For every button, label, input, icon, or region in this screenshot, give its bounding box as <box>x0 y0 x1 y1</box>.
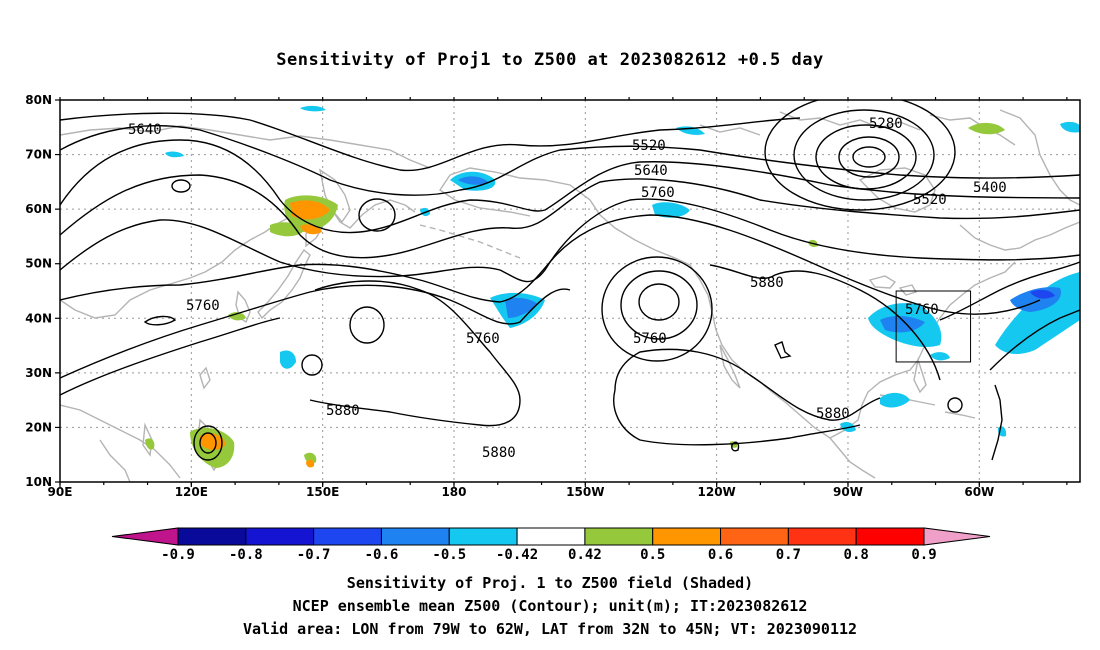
colorbar-segment <box>516 527 586 546</box>
colorbar <box>111 527 991 546</box>
sensitivity-patch <box>165 151 184 158</box>
colorbar-segment <box>855 527 925 546</box>
map-border <box>59 99 1081 483</box>
lon-tick-label: 90E <box>48 485 73 499</box>
gridlines <box>60 100 1080 482</box>
colorbar-segment <box>313 527 382 546</box>
sensitivity-patch <box>930 352 950 361</box>
lon-tick-label: 180 <box>441 485 466 499</box>
contour-label-5760-low: 5760 <box>633 331 667 347</box>
lon-tick-label: 90W <box>833 485 863 499</box>
colorbar-labels: -0.9 -0.8 -0.7 -0.6 -0.5 -0.42 0.42 0.5 0.6 0.7 0.… <box>161 547 937 563</box>
colorbar-label: -0.6 <box>365 547 399 563</box>
contour-label-5880-gulf: 5880 <box>816 406 850 422</box>
colorbar-label: -0.5 <box>432 547 466 563</box>
contour-label-5880-south: 5880 <box>482 445 516 461</box>
contour-label-5640-west: 5640 <box>128 122 162 138</box>
coastlines <box>60 109 1080 482</box>
colorbar-segment <box>380 527 450 546</box>
colorbar-label: 0.7 <box>776 547 801 563</box>
colorbar-under-triangle <box>111 527 179 546</box>
contour-label-5520-central: 5520 <box>632 138 666 154</box>
colorbar-label: -0.8 <box>229 547 263 563</box>
lon-tick-label: 150W <box>566 485 604 499</box>
sensitivity-patch <box>145 438 155 450</box>
colorbar-label: -0.9 <box>161 547 195 563</box>
z500-contours <box>60 100 1080 461</box>
sensitivity-patch <box>280 350 296 369</box>
colorbar-segment <box>448 527 518 546</box>
caption-shaded: Sensitivity of Proj. 1 to Z500 field (Sh… <box>346 574 754 592</box>
valid-area-box <box>895 290 972 363</box>
lat-tick-label: 30N <box>25 366 52 380</box>
colorbar-segment <box>720 527 789 546</box>
lat-tick-label: 60N <box>25 202 52 216</box>
sensitivity-patch <box>880 316 925 333</box>
sensitivity-patch <box>200 433 226 450</box>
longitude-labels: 90E 120E 150E 180 150W 120W 90W 60W <box>48 485 995 499</box>
colorbar-segment <box>652 527 722 546</box>
caption-contour: NCEP ensemble mean Z500 (Contour); unit(… <box>292 597 808 615</box>
colorbar-label: 0.8 <box>844 547 869 563</box>
sensitivity-patch <box>306 459 315 468</box>
axis-ticks <box>55 97 1068 487</box>
contour-label-5640-central: 5640 <box>634 163 668 179</box>
contour-label-5760-box: 5760 <box>905 302 939 318</box>
lon-tick-label: 150E <box>306 485 339 499</box>
lat-tick-label: 40N <box>25 311 52 325</box>
colorbar-segment <box>245 527 315 546</box>
lat-tick-label: 50N <box>25 257 52 271</box>
sensitivity-patch <box>652 202 690 218</box>
colorbar-label: -0.7 <box>297 547 331 563</box>
sensitivity-patch <box>228 312 246 321</box>
contour-label-5400-east: 5400 <box>973 180 1007 196</box>
sensitivity-patch <box>290 200 330 220</box>
colorbar-label: 0.6 <box>708 547 733 563</box>
lat-tick-label: 80N <box>25 93 52 107</box>
map-title: Sensitivity of Proj1 to Z500 at 20230826… <box>276 50 824 70</box>
contour-label-5760-mid: 5760 <box>466 331 500 347</box>
contour-label-5520-east: 5520 <box>913 192 947 208</box>
colorbar-label: 0.5 <box>640 547 665 563</box>
contour-label-5880-west-pacific: 5880 <box>326 403 360 419</box>
contour-label-5880-rockies: 5880 <box>750 275 784 291</box>
sensitivity-patch <box>304 452 317 464</box>
sensitivity-shading <box>145 105 1080 468</box>
sensitivity-patch <box>968 122 1005 135</box>
lat-tick-label: 20N <box>25 420 52 434</box>
sensitivity-patch <box>1060 121 1080 133</box>
contour-label-5760-central: 5760 <box>641 185 675 201</box>
sensitivity-patch <box>300 105 326 112</box>
colorbar-segment <box>584 527 654 546</box>
sensitivity-patch <box>1030 289 1055 299</box>
sensitivity-patch <box>880 392 910 408</box>
colorbar-label: 0.42 <box>568 547 602 563</box>
colorbar-segment <box>787 527 857 546</box>
sensitivity-patch <box>505 297 538 318</box>
colorbar-over-triangle <box>923 527 991 546</box>
sensitivity-patch <box>458 176 488 185</box>
lat-tick-label: 70N <box>25 148 52 162</box>
colorbar-label: -0.42 <box>496 547 538 563</box>
contour-labels: 5640 5520 5640 5760 5280 5400 5520 5760 … <box>128 116 1007 461</box>
latitude-labels: 80N 70N 60N 50N 40N 30N 20N 10N <box>25 93 52 489</box>
caption-valid-area: Valid area: LON from 79W to 62W, LAT fro… <box>242 620 858 638</box>
contour-label-5280-east: 5280 <box>869 116 903 132</box>
sensitivity-patch <box>270 222 305 237</box>
colorbar-label: 0.9 <box>911 547 936 563</box>
lat-tick-label: 10N <box>25 475 52 489</box>
contour-label-5760-west: 5760 <box>186 298 220 314</box>
lon-tick-label: 120E <box>175 485 208 499</box>
colorbar-segment <box>177 527 247 546</box>
lon-tick-label: 60W <box>964 485 994 499</box>
lon-tick-label: 120W <box>698 485 736 499</box>
